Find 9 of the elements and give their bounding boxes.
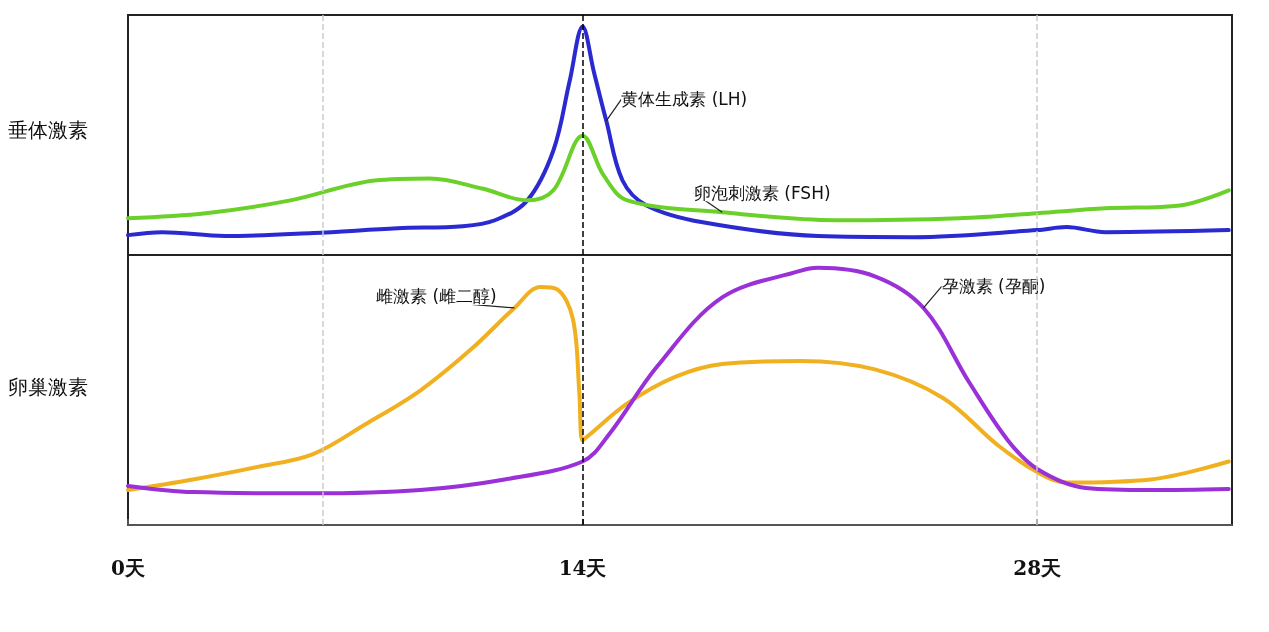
series-label: 黄体生成素 (LH) — [621, 89, 748, 110]
x-tick-label: 14天 — [558, 556, 607, 580]
series-label: 雌激素 (雌二醇) — [376, 286, 497, 307]
x-tick-label: 28天 — [1013, 556, 1062, 580]
x-tick-label: 0天 — [111, 556, 145, 580]
y-axis-title: 垂体激素 — [8, 118, 88, 142]
y-axis-title: 卵巢激素 — [8, 375, 88, 399]
series-label: 孕激素 (孕酮) — [941, 276, 1046, 297]
series-label: 卵泡刺激素 (FSH) — [693, 182, 831, 203]
